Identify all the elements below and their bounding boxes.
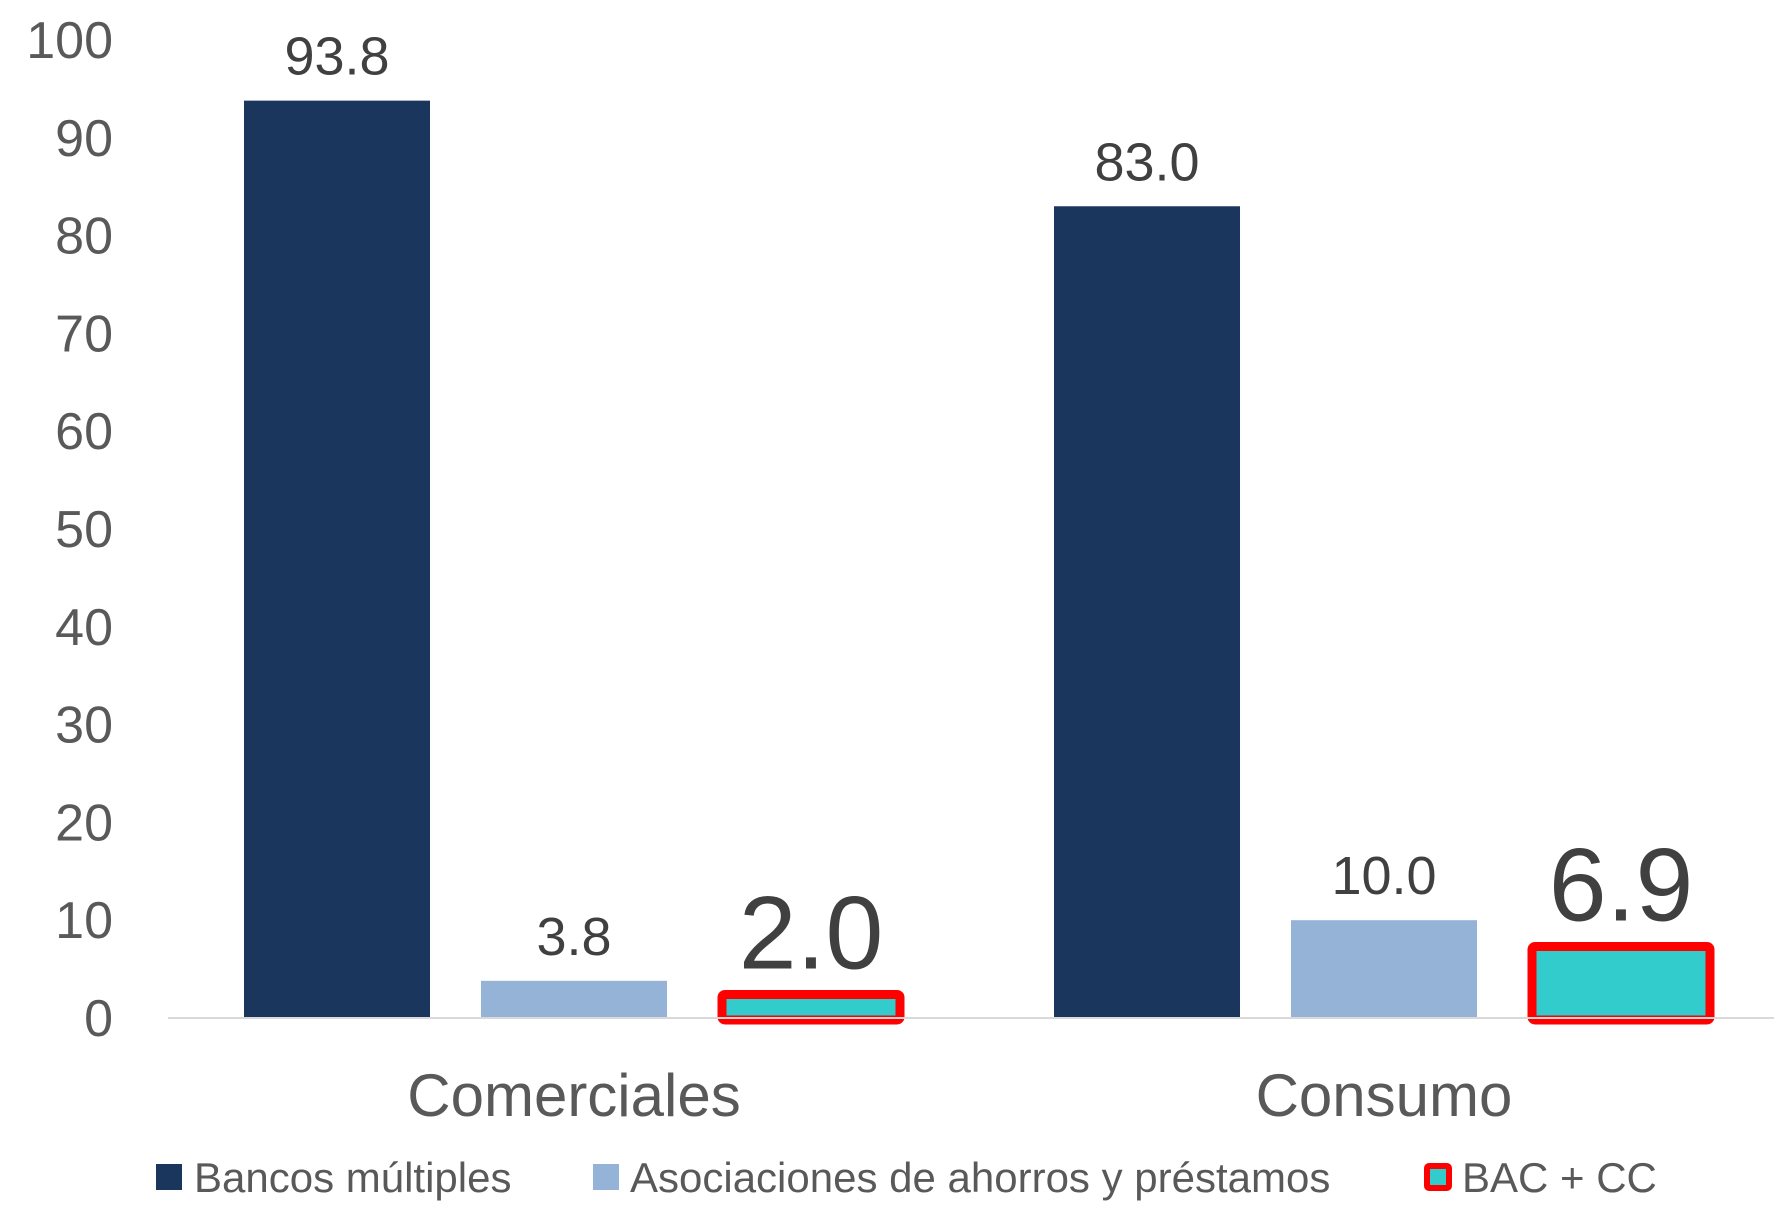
category-label: Consumo <box>1256 1062 1513 1129</box>
data-label: 3.8 <box>536 907 611 967</box>
data-label: 2.0 <box>739 875 884 991</box>
category-labels: Comerciales Consumo <box>407 1062 1512 1129</box>
bar-asociaciones-de-ahorros-y-pr-stamos-consumo <box>1291 920 1477 1018</box>
y-tick-label: 20 <box>55 794 113 852</box>
bar-bancos-m-ltiples-comerciales <box>244 100 430 1019</box>
data-label: 93.8 <box>284 27 389 87</box>
legend-label: Bancos múltiples <box>194 1154 511 1201</box>
legend-label: Asociaciones de ahorros y préstamos <box>630 1154 1330 1201</box>
data-label: 83.0 <box>1094 132 1199 192</box>
y-tick-label: 70 <box>55 305 113 363</box>
y-tick-label: 30 <box>55 697 113 755</box>
y-tick-label: 80 <box>55 208 113 266</box>
bar-bac-cc-consumo <box>1527 942 1715 1025</box>
y-tick-label: 60 <box>55 403 113 461</box>
data-labels: 93.8 3.8 2.0 83.0 10.0 6.9 <box>284 27 1693 992</box>
y-tick-label: 40 <box>55 599 113 657</box>
legend: Bancos múltiples Asociaciones de ahorros … <box>156 1154 1657 1201</box>
y-axis: 0 10 20 30 40 50 60 70 80 90 100 <box>26 12 113 1048</box>
legend-swatch <box>1424 1163 1452 1191</box>
bar-asociaciones-de-ahorros-y-pr-stamos-comerciales <box>481 980 667 1018</box>
category-label: Comerciales <box>407 1062 740 1129</box>
data-label: 6.9 <box>1549 828 1694 944</box>
y-tick-label: 100 <box>26 12 113 70</box>
bars <box>244 100 1715 1025</box>
legend-item: Bancos múltiples <box>156 1154 511 1201</box>
legend-swatch <box>156 1164 182 1190</box>
y-tick-label: 10 <box>55 892 113 950</box>
legend-label: BAC + CC <box>1462 1154 1657 1201</box>
bar-bac-cc-comerciales <box>717 989 905 1025</box>
bar-bancos-m-ltiples-consumo <box>1054 206 1240 1018</box>
data-label: 10.0 <box>1331 846 1436 906</box>
legend-item: BAC + CC <box>1424 1154 1657 1201</box>
legend-item: Asociaciones de ahorros y préstamos <box>593 1154 1330 1201</box>
legend-swatch <box>593 1164 619 1190</box>
y-tick-label: 0 <box>84 990 113 1048</box>
y-tick-label: 50 <box>55 501 113 559</box>
y-tick-label: 90 <box>55 110 113 168</box>
